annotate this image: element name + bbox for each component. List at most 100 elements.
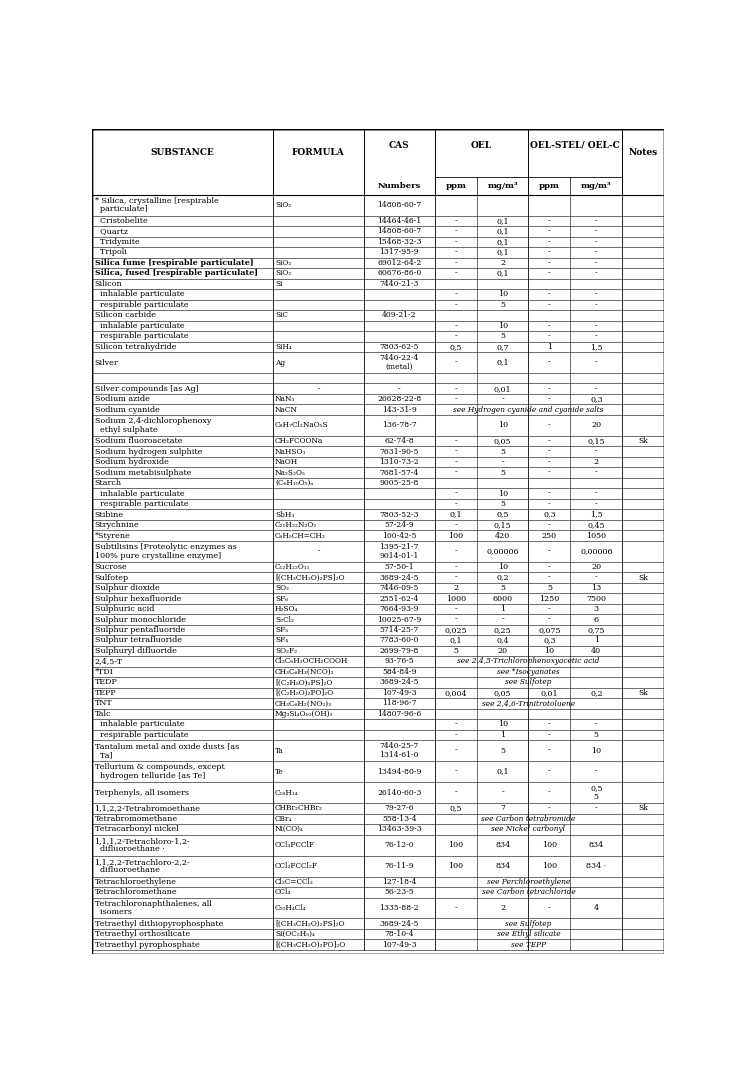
- Text: -: -: [548, 301, 551, 309]
- Text: 2: 2: [500, 258, 506, 267]
- Text: -: -: [548, 521, 551, 530]
- Text: 0,00006: 0,00006: [580, 548, 613, 555]
- Text: -: -: [548, 238, 551, 245]
- Text: 834 ·: 834 ·: [586, 862, 607, 870]
- Text: 7440-22-4
(metal): 7440-22-4 (metal): [379, 354, 419, 371]
- Text: -: -: [455, 720, 457, 728]
- Text: -: -: [548, 258, 551, 267]
- Text: 20: 20: [497, 647, 508, 655]
- Text: 0,1: 0,1: [497, 358, 509, 367]
- Text: SO₂F₂: SO₂F₂: [275, 647, 297, 655]
- Text: Si(OC₂H₅)₄: Si(OC₂H₅)₄: [275, 930, 315, 938]
- Text: Ta: Ta: [275, 746, 283, 755]
- Text: -: -: [455, 548, 457, 555]
- Text: Silicon carbide: Silicon carbide: [94, 311, 156, 319]
- Text: 7500: 7500: [587, 595, 607, 602]
- Text: -: -: [548, 396, 551, 403]
- Text: Numbers: Numbers: [378, 181, 421, 190]
- Text: 0,25: 0,25: [494, 626, 511, 634]
- Text: 5714-25-7: 5714-25-7: [379, 626, 419, 634]
- Text: SiO₂: SiO₂: [275, 269, 292, 278]
- Text: 10: 10: [497, 322, 508, 330]
- Text: C₈H₇Cl₂NaO₅S: C₈H₇Cl₂NaO₅S: [275, 421, 328, 430]
- Text: 0,1: 0,1: [497, 768, 509, 776]
- Text: 0,025: 0,025: [444, 626, 467, 634]
- Text: [(C₂H₅O)₂PS]₂O: [(C₂H₅O)₂PS]₂O: [275, 679, 332, 686]
- Text: 2: 2: [453, 584, 458, 592]
- Text: -: -: [455, 490, 457, 497]
- Text: mg/m³: mg/m³: [487, 181, 518, 190]
- Text: 6: 6: [594, 615, 599, 624]
- Text: FORMULA: FORMULA: [292, 148, 345, 158]
- Text: Sk: Sk: [638, 437, 648, 445]
- Text: SF₅: SF₅: [275, 626, 288, 634]
- Text: 76-12-0: 76-12-0: [384, 842, 414, 849]
- Text: 1,5: 1,5: [590, 343, 603, 351]
- Text: 20: 20: [591, 421, 601, 430]
- Text: Silica fume [respirable particulate]: Silica fume [respirable particulate]: [94, 258, 253, 267]
- Text: -: -: [501, 789, 504, 796]
- Text: 26140-60-3: 26140-60-3: [377, 789, 421, 796]
- Text: -: -: [548, 731, 551, 739]
- Text: Sk: Sk: [638, 689, 648, 697]
- Text: -: -: [548, 458, 551, 466]
- Text: -: -: [455, 574, 457, 581]
- Text: 100: 100: [448, 862, 463, 870]
- Text: OEL-STEL/ OEL-C: OEL-STEL/ OEL-C: [531, 140, 620, 150]
- Text: see 2,4,6-Trinitrotoluene: see 2,4,6-Trinitrotoluene: [482, 699, 575, 708]
- Text: 79-27-6: 79-27-6: [384, 804, 414, 813]
- Text: -: -: [455, 731, 457, 739]
- Text: 78-10-4: 78-10-4: [384, 930, 414, 938]
- Text: Tridymite: Tridymite: [94, 238, 139, 245]
- Text: -: -: [548, 720, 551, 728]
- Text: -: -: [501, 396, 504, 403]
- Text: 250: 250: [542, 532, 557, 539]
- Text: Sk: Sk: [638, 804, 648, 813]
- Text: Talc: Talc: [94, 710, 111, 718]
- Text: -: -: [548, 615, 551, 624]
- Text: SiO₂: SiO₂: [275, 202, 292, 209]
- Text: Silicon: Silicon: [94, 280, 123, 288]
- Text: 10: 10: [497, 291, 508, 298]
- Text: -: -: [595, 238, 598, 245]
- Text: see Nickel carbonyl: see Nickel carbonyl: [492, 825, 565, 833]
- Text: -: -: [548, 468, 551, 477]
- Text: 118-96-7: 118-96-7: [382, 699, 416, 708]
- Text: -: -: [595, 385, 598, 392]
- Text: 40: 40: [591, 647, 601, 655]
- Text: -: -: [548, 421, 551, 430]
- Text: TEPP: TEPP: [94, 689, 116, 697]
- Text: -: -: [455, 521, 457, 530]
- Text: -: -: [455, 605, 457, 613]
- Text: see Sulfotep: see Sulfotep: [506, 920, 552, 927]
- Text: Sulphur tetrafluoride: Sulphur tetrafluoride: [94, 637, 182, 644]
- Text: 0,2: 0,2: [497, 574, 509, 581]
- Text: Cristobelite: Cristobelite: [94, 217, 148, 225]
- Text: 0,15: 0,15: [587, 437, 605, 445]
- Text: Sulphur pentafluoride: Sulphur pentafluoride: [94, 626, 184, 634]
- Text: respirable particulate: respirable particulate: [94, 332, 188, 340]
- Text: 0,7: 0,7: [497, 343, 509, 351]
- Text: Sk: Sk: [638, 574, 648, 581]
- Text: 558-13-4: 558-13-4: [382, 815, 416, 823]
- Text: Tripoli: Tripoli: [94, 249, 126, 256]
- Text: 0,004: 0,004: [444, 689, 467, 697]
- Text: 6000: 6000: [492, 595, 513, 602]
- Text: Tetraethyl pyrophosphate: Tetraethyl pyrophosphate: [94, 941, 199, 949]
- Text: 1050: 1050: [586, 532, 607, 539]
- Text: 20: 20: [591, 563, 601, 571]
- Text: 69012-64-2: 69012-64-2: [377, 258, 421, 267]
- Text: Sodium metabisulphate: Sodium metabisulphate: [94, 468, 191, 477]
- Text: inhalable particulate: inhalable particulate: [94, 720, 184, 728]
- Text: Sodium fluoroacetate: Sodium fluoroacetate: [94, 437, 182, 445]
- Text: 7: 7: [500, 804, 505, 813]
- Text: 0,1: 0,1: [497, 238, 509, 245]
- Text: -: -: [455, 768, 457, 776]
- Text: -: -: [548, 789, 551, 796]
- Text: CAS: CAS: [389, 140, 410, 150]
- Text: 13463-39-3: 13463-39-3: [377, 825, 421, 833]
- Text: 1: 1: [500, 731, 506, 739]
- Text: 15468-32-3: 15468-32-3: [377, 238, 421, 245]
- Text: 1,1,1,2-Tetrachloro-1,2-
  difluoroethane ·: 1,1,1,2-Tetrachloro-1,2- difluoroethane …: [94, 837, 190, 853]
- Text: CCl₄: CCl₄: [275, 889, 292, 896]
